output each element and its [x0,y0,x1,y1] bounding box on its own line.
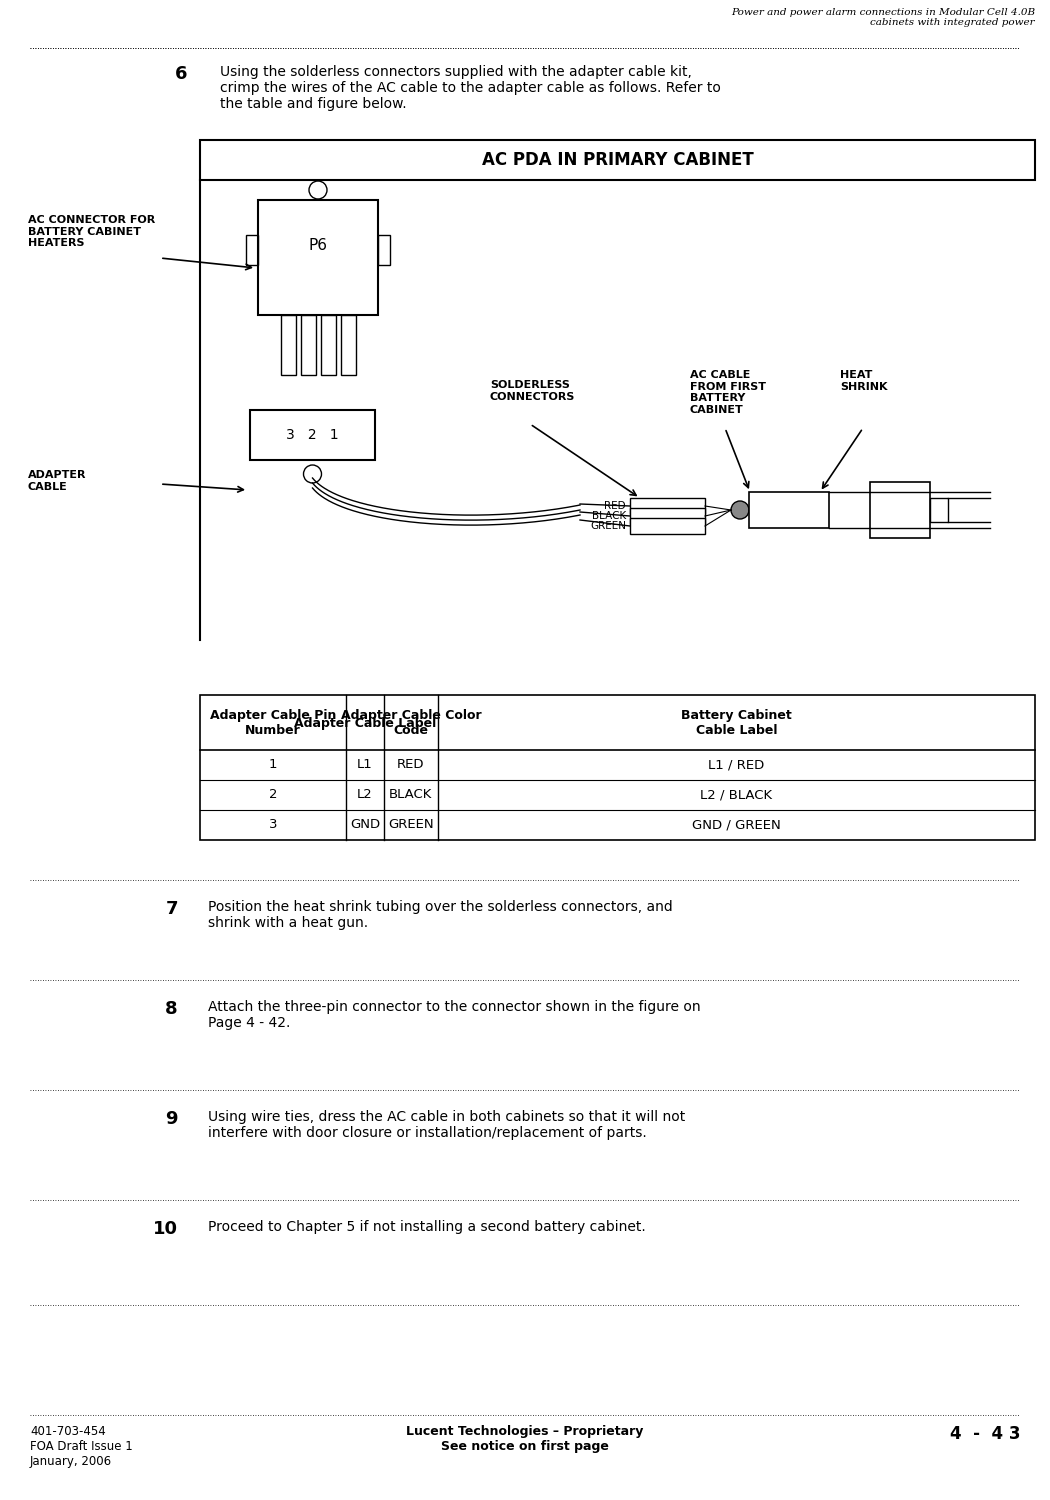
Text: Power and power alarm connections in Modular Cell 4.0B
cabinets with integrated : Power and power alarm connections in Mod… [731,8,1035,27]
Text: HEAT
SHRINK: HEAT SHRINK [840,370,887,392]
Text: Attach the three-pin connector to the connector shown in the figure on
Page 4 - : Attach the three-pin connector to the co… [208,1000,700,1030]
Text: Using wire ties, dress the AC cable in both cabinets so that it will not
interfe: Using wire ties, dress the AC cable in b… [208,1110,686,1140]
Text: GND: GND [350,819,380,831]
Text: 8: 8 [166,1000,179,1018]
Text: L1: L1 [357,759,373,771]
Polygon shape [258,200,378,315]
Text: 6: 6 [175,64,188,82]
Text: GREEN: GREEN [388,819,434,831]
Text: AC CONNECTOR FOR
BATTERY CABINET
HEATERS: AC CONNECTOR FOR BATTERY CABINET HEATERS [28,214,155,248]
Polygon shape [630,518,705,534]
Polygon shape [630,498,705,514]
Text: GREEN: GREEN [590,520,626,531]
Text: 1: 1 [269,759,277,771]
Polygon shape [630,509,705,524]
Text: AC PDA IN PRIMARY CABINET: AC PDA IN PRIMARY CABINET [482,152,754,170]
Text: Position the heat shrink tubing over the solderless connectors, and
shrink with : Position the heat shrink tubing over the… [208,900,673,930]
Polygon shape [250,410,375,460]
Text: Using the solderless connectors supplied with the adapter cable kit,
crimp the w: Using the solderless connectors supplied… [220,64,721,111]
Polygon shape [749,492,830,528]
Text: 3   2   1: 3 2 1 [287,427,339,442]
Text: L2 / BLACK: L2 / BLACK [700,789,773,801]
Text: 4  -  4 3: 4 - 4 3 [949,1425,1020,1443]
Text: ADAPTER
CABLE: ADAPTER CABLE [28,470,86,492]
Text: 401-703-454
FOA Draft Issue 1
January, 2006: 401-703-454 FOA Draft Issue 1 January, 2… [30,1425,132,1468]
Text: 10: 10 [153,1220,178,1238]
Circle shape [731,501,749,519]
Text: Proceed to Chapter 5 if not installing a second battery cabinet.: Proceed to Chapter 5 if not installing a… [208,1220,646,1234]
Polygon shape [870,482,930,538]
Text: RED: RED [397,759,424,771]
Text: L2: L2 [357,789,373,801]
Text: BLACK: BLACK [390,789,433,801]
Text: BLACK: BLACK [592,512,626,520]
Text: RED: RED [605,501,626,512]
Text: Adapter Cable Label: Adapter Cable Label [294,717,436,729]
Text: AC CABLE
FROM FIRST
BATTERY
CABINET: AC CABLE FROM FIRST BATTERY CABINET [690,370,766,416]
Text: SOLDERLESS
CONNECTORS: SOLDERLESS CONNECTORS [490,380,575,402]
Text: 7: 7 [166,900,179,918]
Text: Lucent Technologies – Proprietary
See notice on first page: Lucent Technologies – Proprietary See no… [406,1425,644,1454]
Text: 2: 2 [269,789,277,801]
Text: 9: 9 [166,1110,179,1128]
Text: Battery Cabinet
Cable Label: Battery Cabinet Cable Label [681,710,792,736]
Text: L1 / RED: L1 / RED [709,759,764,771]
Text: 3: 3 [269,819,277,831]
Text: P6: P6 [309,238,328,254]
Text: Adapter Cable Pin
Number: Adapter Cable Pin Number [210,710,336,736]
Text: Adapter Cable Color
Code: Adapter Cable Color Code [340,710,481,736]
Text: GND / GREEN: GND / GREEN [692,819,781,831]
